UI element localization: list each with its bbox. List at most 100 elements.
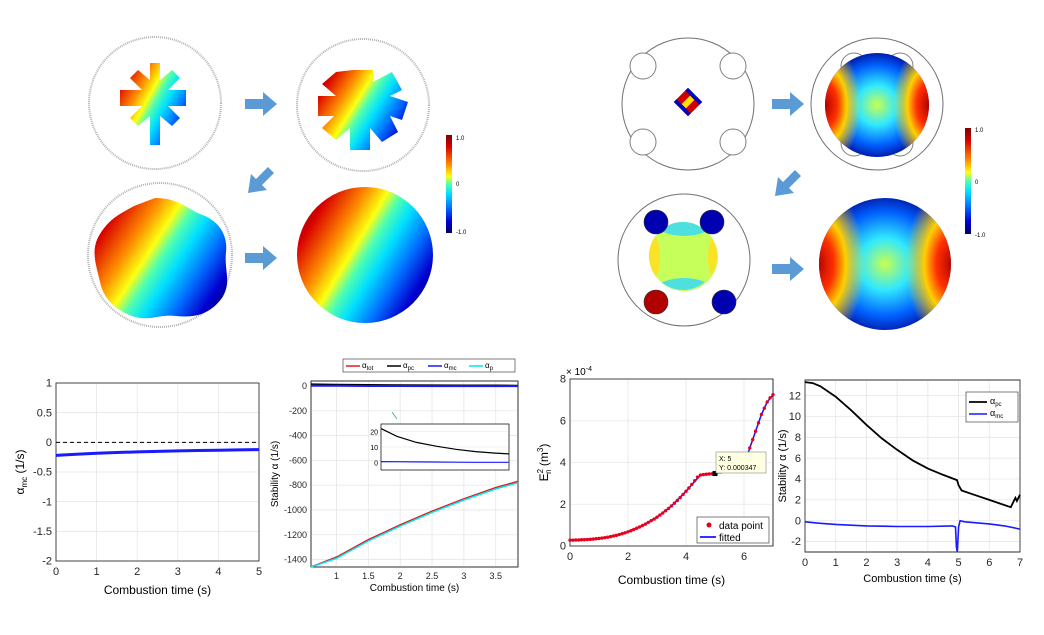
alpha-p-line xyxy=(310,481,519,568)
x-axis-label: Combustion time (s) xyxy=(863,573,961,585)
y-axis-label: αmc (1/s) xyxy=(13,450,29,495)
legend-label-sub: pc xyxy=(995,402,1001,408)
data-point xyxy=(658,513,662,517)
y-tick-label: 4 xyxy=(795,474,801,486)
y-tick-label: -2 xyxy=(42,556,52,568)
colorbar-mid-label: 0 xyxy=(975,180,979,186)
inset-tick-label: 20 xyxy=(370,430,378,437)
inset-alpha-mc-line xyxy=(380,461,509,463)
data-point xyxy=(753,429,758,433)
mode-shape-4 xyxy=(297,187,433,323)
data-point xyxy=(666,506,671,511)
x-tick-label: 1 xyxy=(833,557,839,569)
y-tick-label: 0 xyxy=(560,541,566,553)
down-left-arrow-icon xyxy=(248,167,274,193)
y-axis-label: Stability α (1/s) xyxy=(777,430,789,503)
data-point xyxy=(684,489,688,494)
y-tick-label: 0 xyxy=(46,437,52,449)
right-arrow-icon xyxy=(245,92,277,116)
x-tick-label: 0 xyxy=(53,566,59,578)
data-point xyxy=(751,437,755,442)
colorbar-left: 1.0 0 -1.0 xyxy=(446,135,467,236)
data-point xyxy=(687,486,691,490)
mode-shape-2 xyxy=(296,38,430,172)
energy-norm-chart: 0 2 4 6 0 2 4 6 8 X: 5 Y: 0.000347 × 10-4 data point… xyxy=(536,366,775,587)
y-tick-label: 6 xyxy=(795,453,801,465)
colorbar-mid-label: 0 xyxy=(456,182,460,188)
legend-label-sub: pc xyxy=(408,366,414,372)
y-tick-label: 6 xyxy=(560,415,566,427)
inset-alpha-pc-line xyxy=(380,428,510,455)
data-point xyxy=(629,529,633,533)
colorbar-min-label: -1.0 xyxy=(456,230,467,236)
exponent-base: × 10 xyxy=(566,367,586,378)
exponent-sup: -4 xyxy=(586,366,592,373)
data-point xyxy=(765,400,769,404)
y-tick-label: -400 xyxy=(289,431,307,441)
mode-shape-3 xyxy=(87,182,233,328)
right-arrow-icon xyxy=(772,92,804,116)
x-tick-label: 6 xyxy=(741,551,747,563)
y-axis-label: E2n (m3) xyxy=(536,444,553,482)
y-tick-label: -200 xyxy=(289,406,307,416)
plot-area xyxy=(310,380,519,568)
data-point xyxy=(594,536,598,541)
data-point xyxy=(600,536,604,540)
data-point xyxy=(571,538,575,542)
legend-label: αpc xyxy=(990,396,1002,408)
legend-label-sub: mc xyxy=(449,366,457,372)
y-tick-label: 1 xyxy=(46,378,52,390)
y-axis-label-sub: n xyxy=(544,469,553,473)
x-tick-label: 4 xyxy=(683,551,689,563)
x-tick-label: 3 xyxy=(461,571,466,581)
y-tick-label: 8 xyxy=(560,374,566,386)
legend-label: αmc xyxy=(444,361,457,372)
legend-label-main: α xyxy=(403,361,408,370)
exponent-label: × 10-4 xyxy=(566,366,592,378)
colorbar-max-label: 1.0 xyxy=(975,128,984,134)
data-point xyxy=(637,525,642,529)
legend-box xyxy=(965,391,1019,423)
y-tick-label: 0 xyxy=(795,515,801,527)
colorbar-min-label: -1.0 xyxy=(975,233,986,239)
y-tick-label: 0 xyxy=(302,381,307,391)
x-axis-label: Combustion time (s) xyxy=(618,573,725,587)
y-tick-label: -2 xyxy=(791,536,801,548)
data-point xyxy=(695,475,700,479)
x-tick-label: 4 xyxy=(925,557,931,569)
y-tick-label: -1400 xyxy=(284,555,307,565)
plot-frame xyxy=(55,382,260,562)
data-point xyxy=(617,532,621,537)
data-point xyxy=(704,472,708,476)
data-point xyxy=(597,536,601,541)
x-tick-label: 5 xyxy=(256,566,262,578)
data-point xyxy=(588,537,592,542)
alpha-mc-chart: 0 1 2 3 4 5 -2 -1.5 -1 -0.5 0 0.5 1 Combustion time (… xyxy=(13,378,262,597)
alpha-mc-line xyxy=(55,448,260,457)
datatip-x-label: X: 5 xyxy=(719,456,732,463)
x-tick-label: 2 xyxy=(625,551,631,563)
data-point xyxy=(681,492,685,497)
y-tick-label: -0.5 xyxy=(33,467,52,479)
data-point xyxy=(579,538,584,542)
y-axis-label-sub: mc xyxy=(20,477,29,488)
y-axis-label-main: α xyxy=(13,487,27,494)
y-tick-label: -1.5 xyxy=(33,526,52,538)
legend-label-sub: p xyxy=(490,366,494,372)
data-point xyxy=(568,538,572,542)
legend-label-data-point: data point xyxy=(719,521,763,532)
stability-alpha-chart: 1 1.5 2 2.5 3 3.5 -1400 -1200 -1000 -800 -600 -400 -… xyxy=(270,358,519,594)
y-axis-label: Stability α (1/s) xyxy=(270,441,281,507)
y-axis-label-sup: 2 xyxy=(536,468,545,473)
mode-shape-panel-right: 1.0 0 -1.0 xyxy=(617,37,986,330)
mode-shape-6 xyxy=(810,37,944,171)
legend-label: αp xyxy=(485,361,494,372)
legend-label-main: α xyxy=(990,408,995,418)
data-point xyxy=(762,406,766,410)
data-point xyxy=(748,446,752,450)
inset-tick-label: 0 xyxy=(374,460,378,467)
mode-shape-1 xyxy=(88,36,222,170)
y-tick-label: 10 xyxy=(789,411,801,423)
inset-frame xyxy=(380,423,510,471)
